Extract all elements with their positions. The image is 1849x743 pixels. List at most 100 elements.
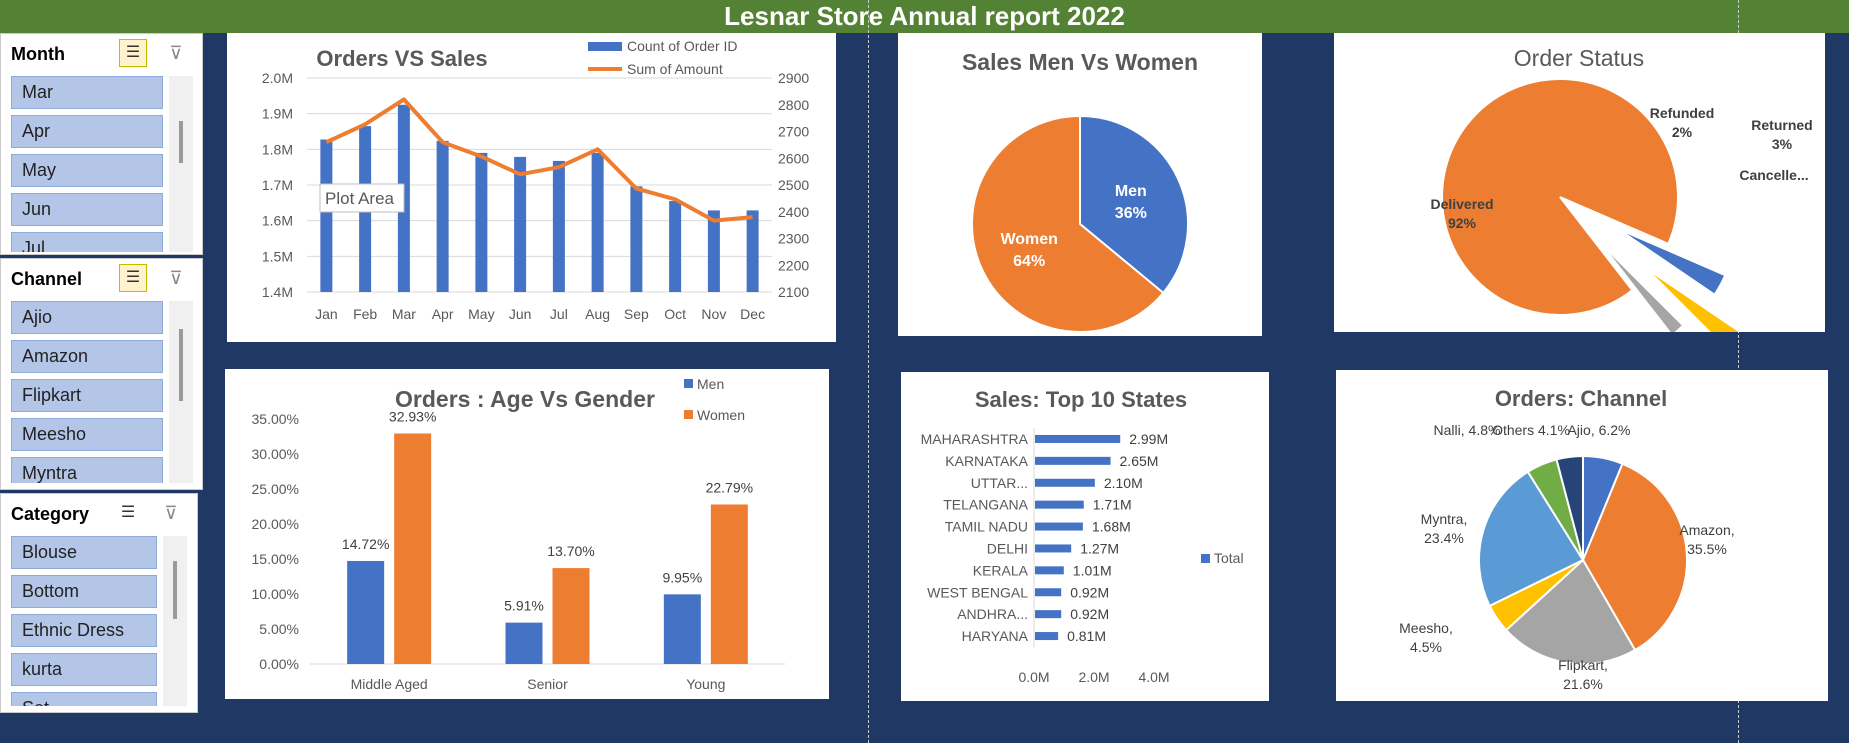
data-label: 0.81M	[1067, 628, 1106, 644]
data-label: 5.91%	[504, 598, 544, 614]
y-tick-label: 20.00%	[252, 516, 299, 532]
y2-tick-label: 2200	[778, 257, 809, 273]
bar	[1035, 456, 1111, 465]
slice-label: Returned	[1751, 117, 1812, 133]
y-tick-label: 10.00%	[252, 586, 299, 602]
slicer-item[interactable]: Apr	[11, 115, 163, 148]
slice-label: Meesho,	[1399, 620, 1453, 636]
bar-orders	[436, 140, 449, 292]
bar	[1035, 500, 1084, 509]
x-tick-label: Sep	[624, 306, 649, 322]
x-tick-label: Dec	[740, 306, 765, 322]
data-label: 1.01M	[1073, 562, 1112, 578]
y-tick-label: 2.0M	[262, 70, 293, 86]
bar	[1035, 632, 1059, 641]
data-label: 9.95%	[662, 569, 702, 585]
slicer-scrollbar[interactable]	[169, 301, 193, 483]
y2-tick-label: 2700	[778, 124, 809, 140]
chart-title: Order Status	[1514, 45, 1644, 71]
sales-top-states-chart[interactable]: Sales: Top 10 States MAHARASHTRA 2.99M KARN…	[901, 372, 1269, 701]
x-tick-label: Jan	[315, 306, 338, 322]
slicer-title-month: Month	[11, 44, 65, 64]
y2-tick-label: 2800	[778, 97, 809, 113]
scrollbar-thumb[interactable]	[179, 329, 183, 401]
page-break-line	[868, 0, 869, 743]
y2-tick-label: 2600	[778, 150, 809, 166]
slice-value: 2%	[1672, 124, 1693, 140]
slicer-scrollbar[interactable]	[169, 76, 193, 252]
slicer-item[interactable]: Flipkart	[11, 379, 163, 412]
orders-channel-chart[interactable]: Orders: Channel Ajio, 6.2% Amazon, 35.5% Fli…	[1336, 370, 1828, 701]
x-tick-label: Jul	[550, 306, 568, 322]
bar-orders	[746, 210, 759, 292]
sales-men-women-chart[interactable]: Sales Men Vs Women Men 36% Women 64%	[898, 33, 1262, 336]
slice-label: Ajio, 6.2%	[1567, 422, 1630, 438]
x-tick-label: Apr	[432, 306, 454, 322]
x-tick-label: May	[468, 306, 494, 322]
legend-label: Men	[697, 376, 724, 392]
y-tick-label: 25.00%	[252, 481, 299, 497]
slicer-item[interactable]: May	[11, 154, 163, 187]
tooltip: Plot Area	[325, 189, 395, 208]
slicer-item[interactable]: Mar	[11, 76, 163, 109]
y-tick-label: 1.7M	[262, 177, 293, 193]
x-tick-label: 2.0M	[1078, 669, 1109, 685]
line-sales	[325, 97, 753, 223]
multi-select-icon[interactable]: ☰	[119, 264, 147, 292]
slicer-item[interactable]: Bottom	[11, 575, 157, 608]
slicer-item[interactable]: Ajio	[11, 301, 163, 334]
multi-select-icon[interactable]: ☰	[119, 39, 147, 67]
slicer-scrollbar[interactable]	[163, 536, 187, 706]
y-tick-label: ANDHRA...	[957, 606, 1028, 622]
slicer-item[interactable]: Jul	[11, 232, 163, 252]
category-slicer[interactable]: Category ☰ ⊽ Blouse Bottom Ethnic Dress kur…	[0, 493, 198, 713]
bar-orders	[591, 152, 604, 292]
scrollbar-thumb[interactable]	[179, 121, 183, 163]
legend-label: Total	[1214, 550, 1244, 566]
bar	[1035, 522, 1083, 531]
slice-label: Flipkart,	[1558, 657, 1608, 673]
channel-slicer[interactable]: Channel ☰ ⊽ Ajio Amazon Flipkart Meesho Mynt…	[0, 258, 203, 490]
data-label: 1.71M	[1093, 497, 1132, 513]
bar	[663, 594, 701, 664]
bar-orders	[707, 210, 720, 292]
multi-select-icon[interactable]: ☰	[114, 499, 142, 527]
data-label: 2.10M	[1104, 475, 1143, 491]
slicer-item[interactable]: Jun	[11, 193, 163, 226]
y-tick-label: UTTAR...	[971, 475, 1028, 491]
slicer-item[interactable]: Meesho	[11, 418, 163, 451]
bar	[710, 504, 748, 664]
clear-filter-icon[interactable]: ⊽	[164, 503, 178, 523]
legend-swatch	[1201, 554, 1210, 563]
slice-label: Nalli, 4.8%	[1434, 422, 1501, 438]
bar	[1035, 434, 1121, 443]
bar-orders	[514, 156, 527, 292]
clear-filter-icon[interactable]: ⊽	[169, 43, 183, 63]
scrollbar-thumb[interactable]	[173, 561, 177, 619]
x-tick-label: Nov	[701, 306, 726, 322]
bar	[1035, 478, 1095, 487]
tooltip-box	[319, 183, 405, 213]
y-tick-label: 1.5M	[262, 248, 293, 264]
x-tick-label: Feb	[353, 306, 377, 322]
slicer-item[interactable]: Myntra	[11, 457, 163, 483]
bar	[394, 433, 432, 664]
report-title: Lesnar Store Annual report 2022	[0, 0, 1849, 33]
slicer-item[interactable]: Ethnic Dress	[11, 614, 157, 647]
orders-vs-sales-chart[interactable]: Orders VS Sales Count of Order ID Sum of A…	[227, 33, 836, 342]
x-tick-label: Oct	[664, 306, 686, 322]
slicer-item[interactable]: Set	[11, 692, 157, 706]
month-slicer[interactable]: Month ☰ ⊽ Mar Apr May Jun Jul	[0, 33, 203, 255]
slicer-item[interactable]: Amazon	[11, 340, 163, 373]
order-status-chart[interactable]: Order Status Delivered 92% Cancelle... Retur…	[1334, 33, 1825, 352]
x-tick-label: 0.0M	[1018, 669, 1049, 685]
slicer-item[interactable]: kurta	[11, 653, 157, 686]
pie-slice	[971, 114, 1165, 333]
orders-age-gender-chart[interactable]: Orders : Age Vs Gender Men Women 0.00% 5.00%…	[225, 369, 829, 699]
slice-label: Refunded	[1650, 105, 1715, 121]
x-tick-label: Middle Aged	[351, 676, 428, 692]
slicer-item[interactable]: Blouse	[11, 536, 157, 569]
data-label: 13.70%	[547, 543, 594, 559]
slice-value: 4.5%	[1410, 639, 1442, 655]
clear-filter-icon[interactable]: ⊽	[169, 268, 183, 288]
